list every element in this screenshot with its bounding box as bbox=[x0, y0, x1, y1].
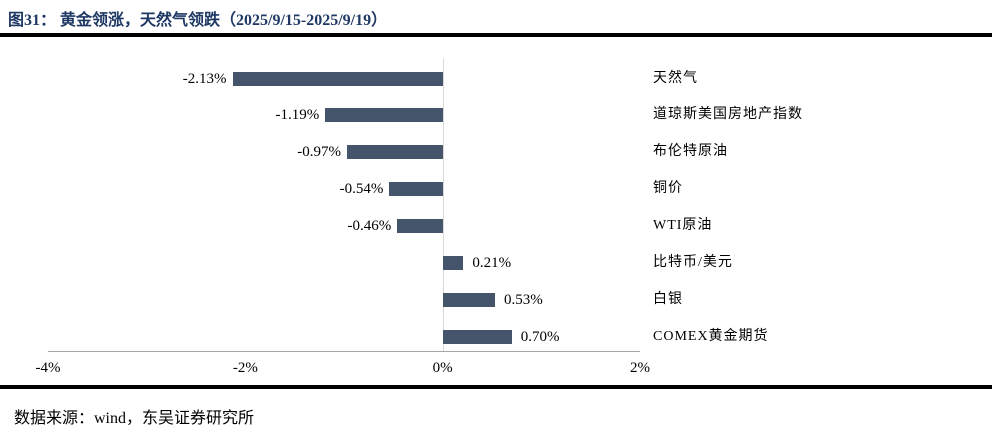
category-label: 天然气 bbox=[653, 70, 698, 86]
category-labels: 天然气道琼斯美国房地产指数 布伦特原油铜价 WTI原油比特币/美元 白银 COMEX黄金… bbox=[653, 58, 983, 352]
top-rule bbox=[0, 33, 992, 37]
value-label: -1.19% bbox=[275, 107, 320, 124]
x-tick-label: 0% bbox=[432, 360, 453, 376]
value-label: -0.54% bbox=[339, 181, 384, 198]
value-label: -2.13% bbox=[182, 70, 227, 87]
x-tick-labels: -4% -2% 0% 2% bbox=[36, 360, 651, 382]
data-source: 数据来源：wind，东吴证券研究所 bbox=[14, 410, 255, 427]
category-label: WTI原油 bbox=[653, 218, 713, 234]
x-tick-label: -4% bbox=[35, 360, 61, 376]
category-label: 铜价 bbox=[653, 181, 683, 197]
category-label: COMEX黄金期货 bbox=[653, 328, 769, 344]
bar-3 bbox=[389, 182, 443, 197]
value-label: -0.97% bbox=[297, 144, 341, 161]
zero-axis-line bbox=[442, 58, 444, 352]
bottom-rule bbox=[0, 385, 992, 389]
bar-0 bbox=[232, 71, 443, 86]
bar-1 bbox=[325, 108, 443, 123]
category-label: 比特币/美元 bbox=[653, 255, 733, 270]
figure-title: 图31： 黄金领涨，天然气领跌（2025/9/15-2025/9/19） bbox=[8, 12, 388, 29]
value-label: 0.21% bbox=[472, 255, 512, 271]
category-label: 布伦特原油 bbox=[653, 144, 728, 160]
bar-2 bbox=[346, 145, 443, 160]
bar-5 bbox=[442, 256, 464, 270]
value-label: 0.70% bbox=[520, 328, 560, 345]
bar-4 bbox=[397, 219, 443, 234]
bar-6 bbox=[442, 292, 495, 307]
plot-area: -2.13% -1.19% -0.97% -0.54% -0.46% 0.21% 0.53%… bbox=[48, 58, 640, 352]
x-axis-line bbox=[48, 351, 640, 352]
category-label: 白银 bbox=[653, 291, 683, 307]
value-label: -0.46% bbox=[347, 218, 392, 235]
x-tick-label: -2% bbox=[232, 360, 258, 376]
bar-7 bbox=[442, 329, 512, 344]
category-label: 道琼斯美国房地产指数 bbox=[653, 107, 803, 123]
value-label: 0.53% bbox=[503, 291, 543, 308]
x-tick-label: 2% bbox=[630, 360, 650, 376]
